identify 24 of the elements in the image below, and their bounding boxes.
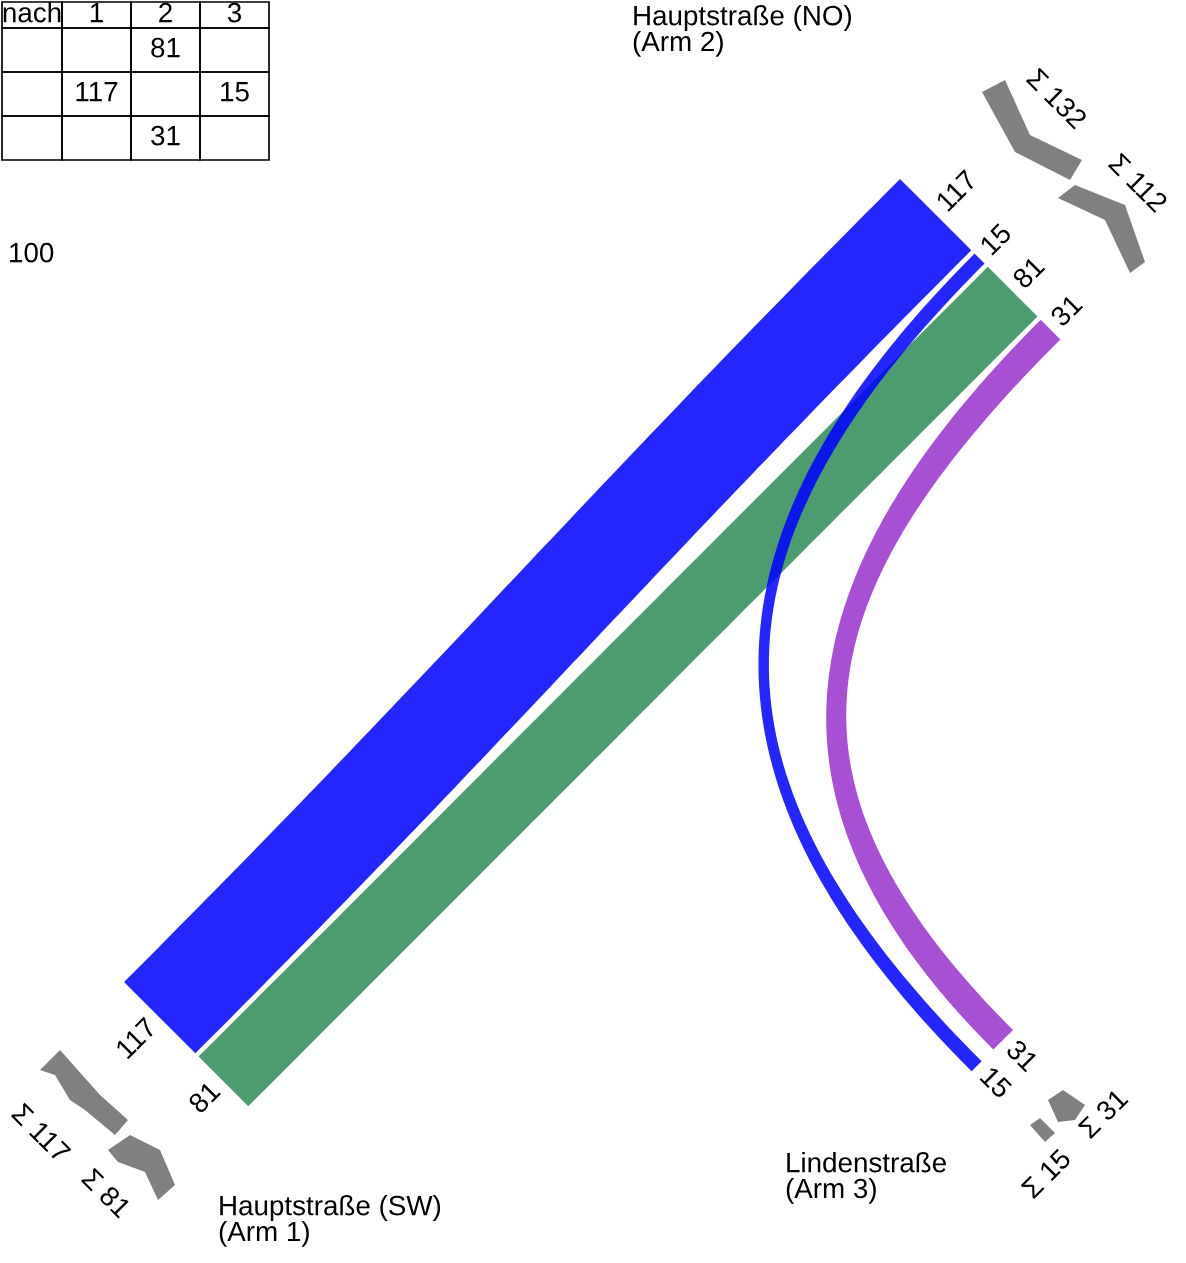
- data-label: 31: [1049, 293, 1084, 328]
- data-label: 81: [1011, 255, 1046, 290]
- text: 15: [979, 222, 1013, 256]
- text: Σ 112: [1107, 152, 1169, 214]
- text: 117: [76, 82, 118, 102]
- category-label: Lindenstraße (Arm 3): [786, 1152, 946, 1204]
- text: 15: [221, 82, 249, 102]
- text: nach: [3, 2, 61, 23]
- text: 1: [90, 3, 103, 23]
- data-label: 117: [114, 1016, 158, 1060]
- text: Σ 117: [10, 1102, 72, 1164]
- text: 2: [159, 2, 172, 23]
- category-label: Hauptstraße (SW) (Arm 1): [219, 1195, 441, 1247]
- text: Σ 15: [1020, 1147, 1072, 1200]
- text: 3: [227, 2, 241, 23]
- text: 100: [10, 242, 54, 263]
- text: 31: [151, 125, 180, 146]
- text: 117: [935, 169, 978, 212]
- category-label: Hauptstraße (NO) (Arm 2): [633, 5, 852, 57]
- text: 81: [151, 37, 180, 58]
- text: Σ 31: [1077, 1087, 1129, 1140]
- text: Σ 81: [80, 1167, 133, 1219]
- text: 81: [187, 1080, 222, 1115]
- text: Σ 132: [1025, 67, 1089, 130]
